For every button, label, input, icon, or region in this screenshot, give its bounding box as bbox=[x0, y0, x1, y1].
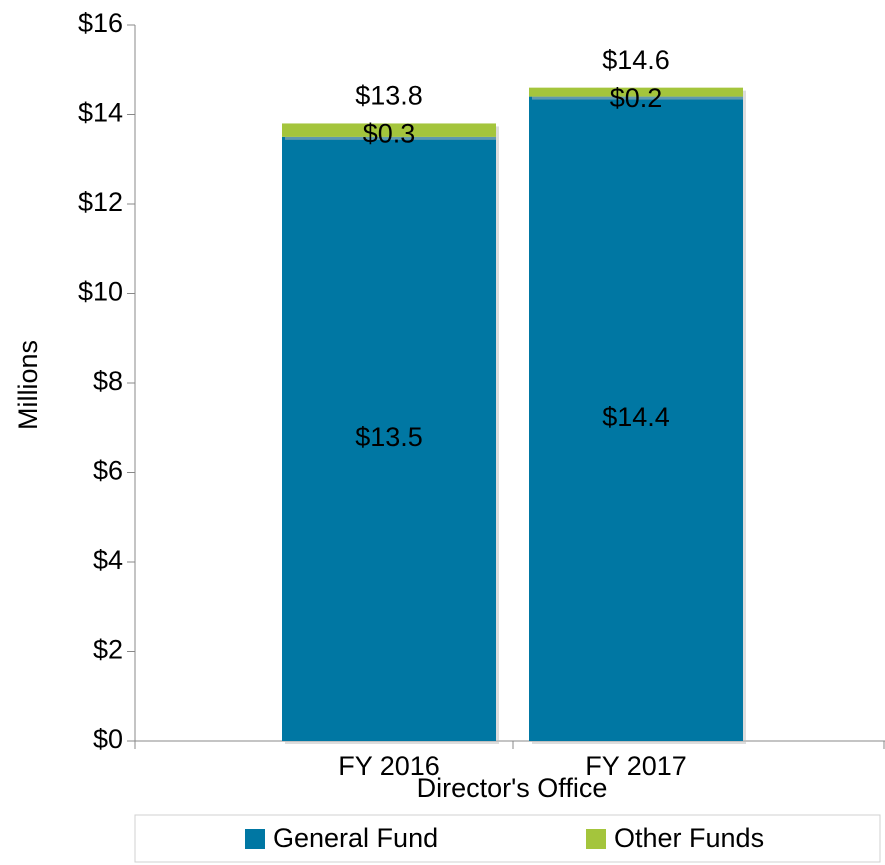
bar-segment bbox=[529, 87, 743, 97]
bar-segment bbox=[282, 136, 496, 741]
x-tick-label: FY 2017 bbox=[585, 751, 687, 781]
y-tick-label: $4 bbox=[93, 545, 123, 575]
value-label: $0.3 bbox=[363, 119, 416, 149]
y-axis-label: Millions bbox=[13, 340, 43, 430]
legend-swatch bbox=[586, 829, 606, 849]
y-tick-label: $2 bbox=[93, 635, 123, 665]
value-label: $0.2 bbox=[610, 83, 663, 113]
total-label: $14.6 bbox=[602, 45, 670, 75]
y-tick-label: $8 bbox=[93, 366, 123, 396]
y-tick-label: $0 bbox=[93, 724, 123, 754]
total-label: $13.8 bbox=[355, 81, 423, 111]
legend-swatch bbox=[245, 829, 265, 849]
x-axis-label: Director's Office bbox=[417, 773, 608, 803]
legend-label: Other Funds bbox=[614, 823, 764, 853]
y-tick-label: $14 bbox=[78, 98, 123, 128]
value-label: $13.5 bbox=[355, 422, 423, 452]
y-tick-label: $10 bbox=[78, 277, 123, 307]
legend-label: General Fund bbox=[273, 823, 438, 853]
value-label: $14.4 bbox=[602, 402, 670, 432]
y-tick-label: $12 bbox=[78, 187, 123, 217]
bar-segment bbox=[282, 123, 496, 137]
bar-segment bbox=[529, 96, 743, 742]
y-tick-label: $16 bbox=[78, 8, 123, 38]
y-tick-label: $6 bbox=[93, 456, 123, 486]
x-tick-label: FY 2016 bbox=[338, 751, 440, 781]
